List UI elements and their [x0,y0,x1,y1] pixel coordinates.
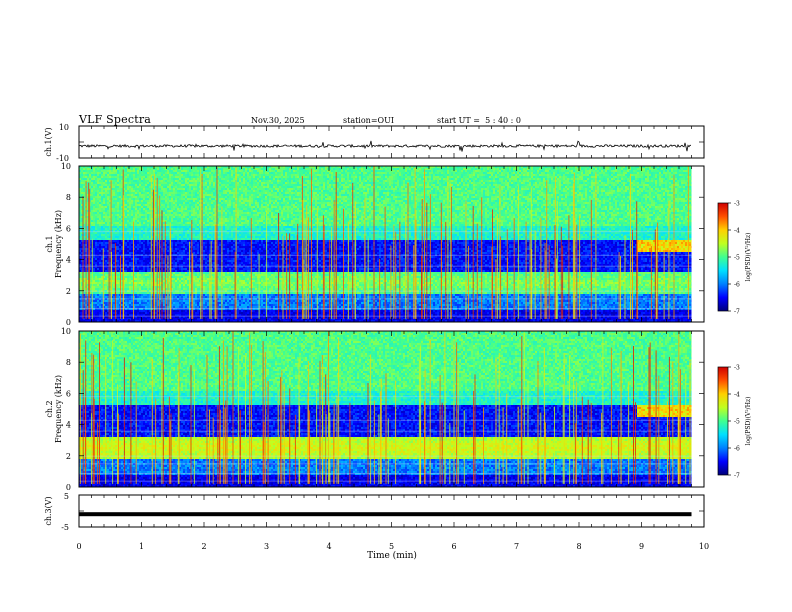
frequency-tick-label: 8 [66,358,71,367]
start-time-label: start UT = 5 : 40 : 0 [437,116,521,125]
colorbar-tick-label: -6 [734,282,740,289]
ch1-spectrogram-image [79,166,704,322]
frequency-tick-label: 0 [66,483,71,492]
ch1-colorbar: -3 -4 -5 -6 -7 log(PSD)(V²/Hz) [717,201,752,316]
ch1-spectrogram-panel: ch.1 Frequency (kHz) 0 2 4 6 8 10 [45,162,705,327]
x-tick-label: 1 [139,542,144,551]
ch1-ylabel: ch.1(V) [44,127,53,156]
frequency-tick-label: 4 [66,256,71,265]
ch2-frequency-tick-labels: 0 2 4 6 8 10 [61,327,71,492]
chart-title: VLF Spectra [79,113,151,126]
ch3-waveform-line [79,512,692,517]
x-tick-label: 10 [699,542,709,551]
ch2-spectrogram-panel: ch.2 Frequency (kHz) 0 2 4 6 8 10 [45,327,705,492]
x-tick-label: 2 [201,542,206,551]
ch1-spectrogram-ylabel: ch.1 [45,235,54,252]
colorbar-tick-label: -7 [734,309,740,316]
ch3-waveform-ticks [78,494,705,528]
colorbar-tick-label: -4 [734,392,740,399]
ch1-waveform-line [78,140,691,152]
colorbar-tick-label: -5 [734,419,740,426]
ch1-ytick-bottom: -10 [56,154,69,163]
ch1-frequency-tick-labels: 0 2 4 6 8 10 [61,162,71,327]
station-label: station=OUI [343,116,394,125]
ch2-colorbar: -3 -4 -5 -6 -7 log(PSD)(V²/Hz) [717,365,752,480]
x-tick-label: 8 [576,542,581,551]
colorbar-tick-label: -5 [734,255,740,262]
frequency-tick-label: 4 [66,421,71,430]
x-axis-label: Time (min) [367,550,417,561]
x-tick-label: 9 [639,542,644,551]
x-axis-tick-labels: 0 1 2 3 4 5 6 7 8 9 10 [76,542,709,551]
frequency-tick-label: 6 [66,389,71,398]
ch3-ytick-bottom: -5 [61,523,69,532]
frequency-tick-label: 10 [61,162,71,171]
frequency-tick-label: 2 [66,452,71,461]
date-label: Nov.30, 2025 [251,116,305,125]
ch3-ytick-top: 5 [64,492,69,501]
ch3-waveform-frame [78,494,705,528]
colorbar-tick-label: -3 [734,201,740,208]
ch1-ytick-top: 10 [59,123,69,132]
colorbar-gradient [717,366,729,476]
ch3-waveform-panel: 5 -5 ch.3(V) [44,492,705,532]
x-tick-label: 3 [264,542,269,551]
ch1-spectrogram-ticks [78,165,705,323]
colorbar-gradient [717,202,729,312]
ch2-spectrogram-ylabel: ch.2 [45,400,54,417]
ch2-spectrogram-image [79,331,704,487]
colorbar-tick-label: -3 [734,365,740,372]
ch2-spectrogram-ticks [78,330,705,488]
colorbar-tick-label: -7 [734,473,740,480]
colorbar-label: log(PSD)(V²/Hz) [745,233,752,282]
ch2-frequency-label: Frequency (kHz) [54,375,63,443]
frequency-tick-label: 0 [66,318,71,327]
ch1-frequency-label: Frequency (kHz) [54,210,63,278]
frequency-tick-label: 10 [61,327,71,336]
x-tick-label: 7 [514,542,519,551]
x-tick-label: 4 [326,542,331,551]
frequency-tick-label: 6 [66,224,71,233]
ch1-waveform-ticks [78,125,705,159]
x-tick-label: 5 [389,542,394,551]
ch1-waveform-panel: 10 -10 ch.1(V) [44,123,705,163]
colorbar-tick-label: -6 [734,446,740,453]
colorbar-tick-label: -4 [734,228,740,235]
x-tick-label: 0 [76,542,81,551]
frequency-tick-label: 8 [66,193,71,202]
x-tick-label: 6 [451,542,456,551]
ch3-ylabel: ch.3(V) [44,496,53,525]
frequency-tick-label: 2 [66,287,71,296]
colorbar-label: log(PSD)(V²/Hz) [745,397,752,446]
